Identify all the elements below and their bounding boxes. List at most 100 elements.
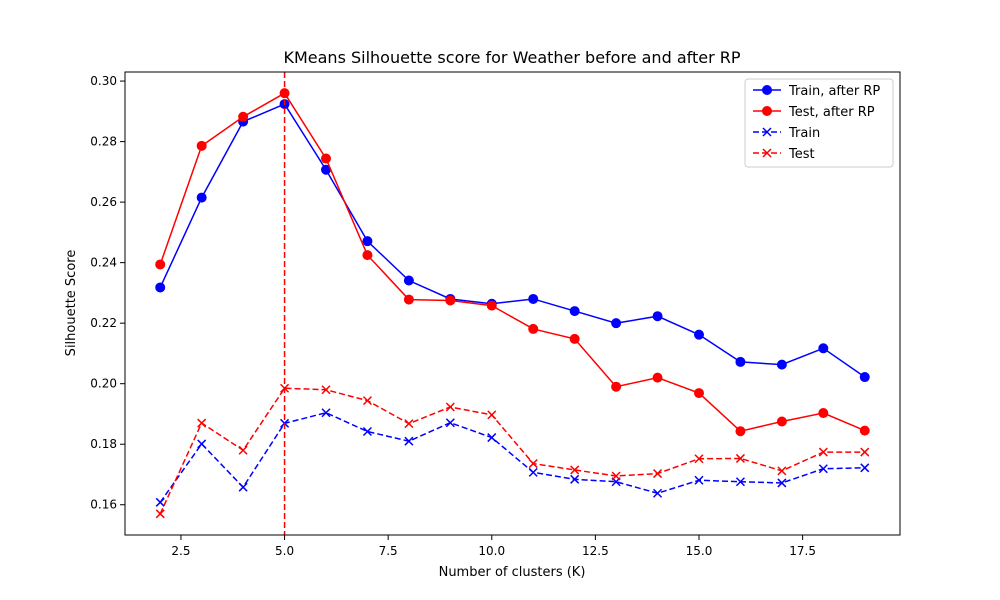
y-axis: 0.16 0.18 0.20 0.22 0.24 0.26 0.28 0.30: [90, 74, 125, 512]
legend-marker: [762, 106, 772, 116]
data-point: [777, 478, 787, 488]
data-point: [362, 250, 373, 261]
legend-marker: [762, 148, 772, 158]
legend-entry: Test: [753, 147, 815, 162]
legend-marker: [762, 127, 772, 137]
data-point: [653, 469, 663, 479]
data-point: [155, 497, 165, 507]
data-point: [860, 447, 870, 457]
data-point: [486, 300, 497, 311]
data-point: [404, 419, 414, 429]
data-point: [653, 488, 663, 498]
data-point: [570, 465, 580, 475]
legend-label: Test: [788, 147, 815, 162]
data-point: [611, 318, 622, 329]
data-point: [611, 381, 622, 392]
series-test: [155, 383, 870, 519]
series-line: [159, 387, 865, 515]
x-tick-label: 7.5: [379, 544, 398, 558]
data-point: [404, 436, 414, 446]
y-tick-label: 0.20: [90, 377, 117, 391]
data-point: [652, 311, 663, 322]
data-point: [321, 408, 331, 418]
data-point: [155, 509, 165, 519]
data-point: [735, 477, 745, 487]
data-point: [487, 433, 497, 443]
data-point: [611, 471, 621, 481]
y-tick-label: 0.16: [90, 498, 117, 512]
data-point: [818, 447, 828, 457]
plot-frame: [124, 71, 901, 536]
data-point: [238, 482, 248, 492]
data-point: [818, 343, 829, 354]
legend-label: Test, after RP: [788, 105, 875, 120]
data-point: [859, 425, 870, 436]
legend-marker: [762, 85, 772, 95]
data-point: [528, 323, 539, 334]
data-point: [860, 463, 870, 473]
legend: Train, after RP Test, after RP Train Test: [744, 78, 894, 168]
legend-entry: Train: [753, 126, 820, 141]
data-point: [321, 385, 331, 395]
legend-entry: Test, after RP: [753, 105, 875, 120]
series-line: [159, 411, 865, 503]
data-point: [403, 294, 414, 305]
data-point: [362, 426, 372, 437]
y-tick-label: 0.22: [90, 316, 117, 330]
legend-entry: Train, after RP: [753, 84, 880, 99]
y-tick-label: 0.26: [90, 195, 117, 209]
data-point: [735, 356, 746, 367]
data-point: [569, 306, 580, 317]
data-point: [569, 333, 580, 344]
data-point: [445, 402, 455, 412]
data-point: [487, 410, 497, 420]
y-tick-label: 0.28: [90, 135, 117, 149]
chart-title: KMeans Silhouette score for Weather befo…: [283, 48, 740, 67]
series-test-after-rp: [155, 88, 870, 437]
data-point: [777, 466, 787, 476]
x-tick-label: 12.5: [582, 544, 609, 558]
data-point: [362, 236, 373, 247]
data-point: [403, 275, 414, 286]
data-point: [693, 388, 704, 399]
x-axis: 2.5 5.0 7.5 10.0 12.5 15.0 17.5: [171, 535, 816, 558]
y-tick-label: 0.24: [90, 256, 117, 270]
data-point: [694, 475, 704, 485]
plot-area: [155, 72, 870, 535]
y-axis-label: Silhouette Score: [64, 250, 79, 357]
data-point: [238, 445, 248, 455]
x-tick-label: 17.5: [789, 544, 816, 558]
data-point: [196, 192, 207, 203]
legend-label: Train, after RP: [788, 84, 880, 99]
x-tick-label: 5.0: [275, 544, 294, 558]
data-point: [735, 453, 745, 463]
legend-box: [744, 78, 894, 168]
x-tick-label: 15.0: [686, 544, 713, 558]
series-line: [159, 92, 866, 433]
data-point: [196, 140, 207, 151]
series-line: [159, 103, 866, 378]
data-point: [238, 111, 249, 122]
data-point: [445, 418, 455, 428]
data-point: [776, 416, 787, 427]
data-point: [570, 474, 580, 484]
y-tick-label: 0.18: [90, 437, 117, 451]
data-point: [818, 464, 828, 474]
data-point: [735, 426, 746, 437]
data-point: [528, 467, 538, 477]
data-point: [155, 259, 166, 270]
series-train: [155, 408, 870, 507]
data-point: [321, 153, 332, 164]
legend-label: Train: [788, 126, 820, 141]
data-point: [445, 295, 456, 306]
data-point: [528, 293, 539, 304]
data-point: [197, 439, 207, 449]
x-tick-label: 10.0: [478, 544, 505, 558]
data-point: [197, 418, 207, 428]
data-point: [652, 372, 663, 383]
y-tick-label: 0.30: [90, 74, 117, 88]
data-point: [362, 396, 372, 406]
data-point: [818, 408, 829, 419]
data-point: [528, 459, 538, 469]
x-axis-label: Number of clusters (K): [439, 565, 586, 580]
